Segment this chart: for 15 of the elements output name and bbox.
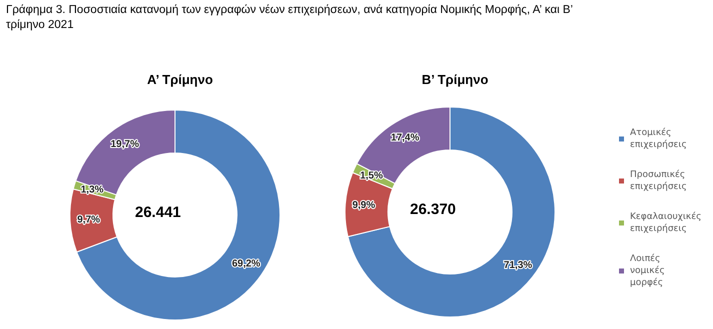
chart-title: Β’ Τρίμηνο bbox=[422, 72, 488, 87]
legend-label: Προσωπικές επιχειρήσεις bbox=[630, 169, 687, 192]
text: 26.370 bbox=[410, 201, 456, 218]
text: 26.441 bbox=[135, 204, 181, 221]
text: Γράφημα 3. Ποσοστιαία κατανομή των εγγραφών νέων επιχειρήσεων, ανά κατηγορία Νομικής Μορφής, Α’ και Β’ τρίμηνο 2021 bbox=[6, 3, 574, 33]
legend-label: Ατομικές επιχειρήσεις bbox=[630, 127, 687, 150]
data-label: 19,7% bbox=[110, 139, 140, 150]
data-label: 9,9% bbox=[352, 200, 376, 212]
data-label: 69,2% bbox=[232, 258, 260, 270]
legend-label: Κεφαλαιουχικές επιχειρήσεις bbox=[630, 211, 702, 234]
data-label: 17,4% bbox=[390, 132, 420, 144]
data-label: 71,3% bbox=[504, 260, 532, 272]
chart-title: Α’ Τρίμηνο bbox=[147, 72, 213, 87]
legend-label: Λοιπές νομικές μορφές bbox=[630, 253, 665, 288]
data-label: 9,7% bbox=[77, 214, 100, 226]
